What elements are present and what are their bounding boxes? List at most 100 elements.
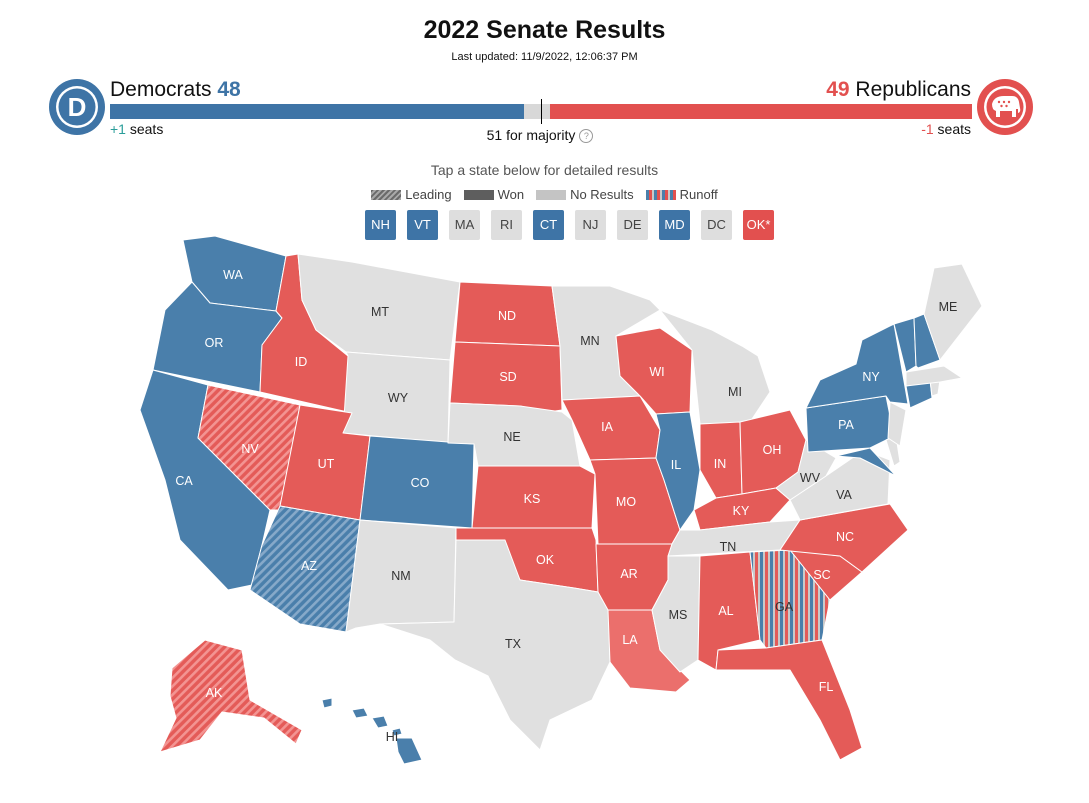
map-label-va: VA (836, 488, 852, 502)
legend-leading-label: Leading (405, 187, 452, 202)
state-md[interactable] (835, 447, 897, 477)
democrat-party: Democrats 48 (110, 78, 241, 102)
democrat-name: Democrats (110, 78, 212, 101)
map-label-wy: WY (388, 391, 409, 405)
map-label-wa: WA (223, 268, 243, 282)
republican-seat-bar (550, 104, 972, 119)
map-label-ms: MS (669, 608, 688, 622)
svg-text:D: D (68, 92, 87, 122)
map-label-nd: ND (498, 309, 516, 323)
state-button-ri[interactable]: RI (491, 210, 522, 240)
map-label-in: IN (714, 457, 727, 471)
democrat-change-label: seats (129, 121, 164, 137)
state-hi[interactable] (321, 697, 423, 765)
state-nv[interactable] (197, 384, 301, 511)
democrat-seat-count: 48 (217, 78, 241, 101)
map-label-ca: CA (175, 474, 193, 488)
map-label-tn: TN (720, 540, 737, 554)
map-label-ga: GA (775, 600, 794, 614)
map-label-mi: MI (728, 385, 742, 399)
map-label-ut: UT (318, 457, 335, 471)
help-icon[interactable]: ? (579, 129, 594, 143)
state-nj[interactable] (887, 401, 907, 447)
map-label-sd: SD (499, 370, 516, 384)
map-label-pa: PA (838, 418, 854, 432)
map-label-il: IL (671, 458, 681, 472)
leading-swatch-icon (371, 189, 402, 200)
democrat-change-value: +1 (110, 121, 126, 137)
map-label-ks: KS (524, 492, 541, 506)
legend: Leading Won No Results Runoff (0, 187, 1089, 202)
state-ma[interactable] (905, 365, 963, 387)
map-label-al: AL (718, 604, 733, 618)
state-button-ok-special[interactable]: OK* (743, 210, 774, 240)
state-button-ct[interactable]: CT (533, 210, 564, 240)
map-label-id: ID (295, 355, 308, 369)
map-label-ok: OK (536, 553, 555, 567)
map-label-ak: AK (206, 686, 223, 700)
republican-change-value: -1 (921, 121, 934, 137)
republican-seat-change: -1 seats (921, 121, 971, 137)
legend-no-results: No Results (536, 187, 634, 202)
state-tn[interactable] (667, 519, 801, 557)
republican-elephant-logo-icon (977, 79, 1033, 135)
state-button-dc[interactable]: DC (701, 210, 732, 240)
state-button-nh[interactable]: NH (365, 210, 396, 240)
map-label-tx: TX (505, 637, 522, 651)
majority-marker (541, 99, 542, 124)
state-button-nj[interactable]: NJ (575, 210, 606, 240)
map-label-mo: MO (616, 495, 636, 509)
state-wv[interactable] (775, 439, 837, 501)
map-label-sc: SC (813, 568, 830, 582)
state-tx[interactable] (379, 539, 611, 751)
state-button-ma[interactable]: MA (449, 210, 480, 240)
map-label-mn: MN (580, 334, 599, 348)
legend-leading: Leading (371, 187, 452, 202)
republican-party: 49 Republicans (826, 78, 971, 102)
democrat-logo-icon: D (49, 79, 105, 135)
democrat-seat-change: +1 seats (110, 121, 163, 137)
map-label-or: OR (205, 336, 224, 350)
map-label-wv: WV (800, 471, 821, 485)
small-state-buttons: NH VT MA RI CT NJ DE MD DC OK* (365, 210, 774, 240)
map-label-nv: NV (241, 442, 259, 456)
map-label-ar: AR (620, 567, 637, 581)
democrat-seat-bar (110, 104, 524, 119)
instructions: Tap a state below for detailed results (430, 162, 659, 178)
map-label-nm: NM (391, 569, 410, 583)
won-swatch-icon (463, 189, 494, 200)
map-label-la: LA (622, 633, 638, 647)
state-ks[interactable] (471, 465, 596, 529)
state-ny[interactable] (805, 323, 909, 409)
state-button-vt[interactable]: VT (407, 210, 438, 240)
state-mi[interactable] (659, 309, 771, 425)
republican-seat-count: 49 (826, 78, 850, 101)
map-label-mt: MT (371, 305, 389, 319)
map-label-ia: IA (601, 420, 613, 434)
map-label-fl: FL (819, 680, 834, 694)
legend-won: Won (463, 187, 525, 202)
map-label-hi: HI (386, 730, 399, 744)
state-fl[interactable] (715, 639, 863, 761)
last-updated: Last updated: 11/9/2022, 12:06:37 PM (451, 51, 638, 63)
majority-label: 51 for majority? (470, 127, 610, 143)
state-ak[interactable] (159, 639, 303, 753)
page-title: 2022 Senate Results (423, 16, 666, 44)
map-label-wi: WI (649, 365, 664, 379)
runoff-swatch-icon (645, 189, 676, 200)
majority-text: 51 for majority (486, 127, 576, 143)
legend-no-results-label: No Results (570, 187, 634, 202)
legend-won-label: Won (497, 187, 525, 202)
legend-runoff-label: Runoff (679, 187, 718, 202)
republican-name: Republicans (855, 78, 971, 101)
state-button-md[interactable]: MD (659, 210, 690, 240)
state-nh[interactable] (913, 313, 941, 369)
republican-change-label: seats (937, 121, 971, 137)
map-label-oh: OH (763, 443, 782, 457)
state-me[interactable] (923, 263, 983, 361)
no-results-swatch-icon (536, 189, 567, 200)
map-label-ky: KY (733, 504, 750, 518)
map-label-me: ME (939, 300, 958, 314)
state-button-de[interactable]: DE (617, 210, 648, 240)
